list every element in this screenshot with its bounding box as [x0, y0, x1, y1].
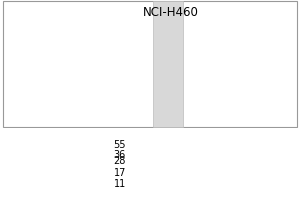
- Polygon shape: [195, 163, 206, 170]
- Ellipse shape: [154, 164, 182, 170]
- Text: 28: 28: [114, 156, 126, 166]
- Text: 36: 36: [114, 150, 126, 160]
- Text: 17: 17: [114, 168, 126, 178]
- Bar: [153, 1, 183, 127]
- Text: NCI-H460: NCI-H460: [143, 6, 199, 19]
- Text: 55: 55: [113, 140, 126, 150]
- Text: 11: 11: [114, 179, 126, 189]
